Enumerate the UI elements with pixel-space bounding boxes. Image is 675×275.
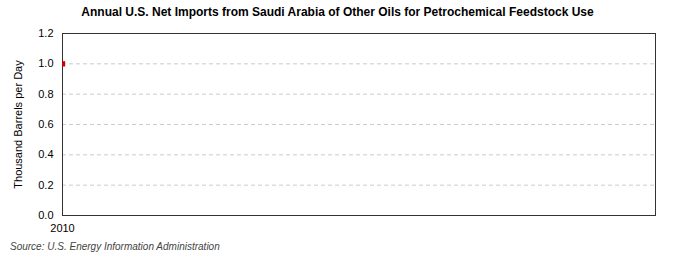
svg-text:2010: 2010 bbox=[50, 222, 74, 234]
svg-text:0.6: 0.6 bbox=[38, 118, 53, 130]
svg-text:0.2: 0.2 bbox=[38, 179, 53, 191]
svg-text:0.0: 0.0 bbox=[38, 209, 53, 221]
svg-text:0.4: 0.4 bbox=[38, 148, 53, 160]
svg-text:Thousand Barrels per Day: Thousand Barrels per Day bbox=[12, 60, 24, 189]
svg-text:1.0: 1.0 bbox=[38, 57, 53, 69]
svg-text:0.8: 0.8 bbox=[38, 88, 53, 100]
svg-text:1.2: 1.2 bbox=[38, 27, 53, 39]
html-text:Source: U.S. Energy Informatio: Source: U.S. Energy Information Administ… bbox=[10, 241, 220, 252]
html-text:Annual U.S. Net Imports from S: Annual U.S. Net Imports from Saudi Arabi… bbox=[81, 5, 594, 19]
